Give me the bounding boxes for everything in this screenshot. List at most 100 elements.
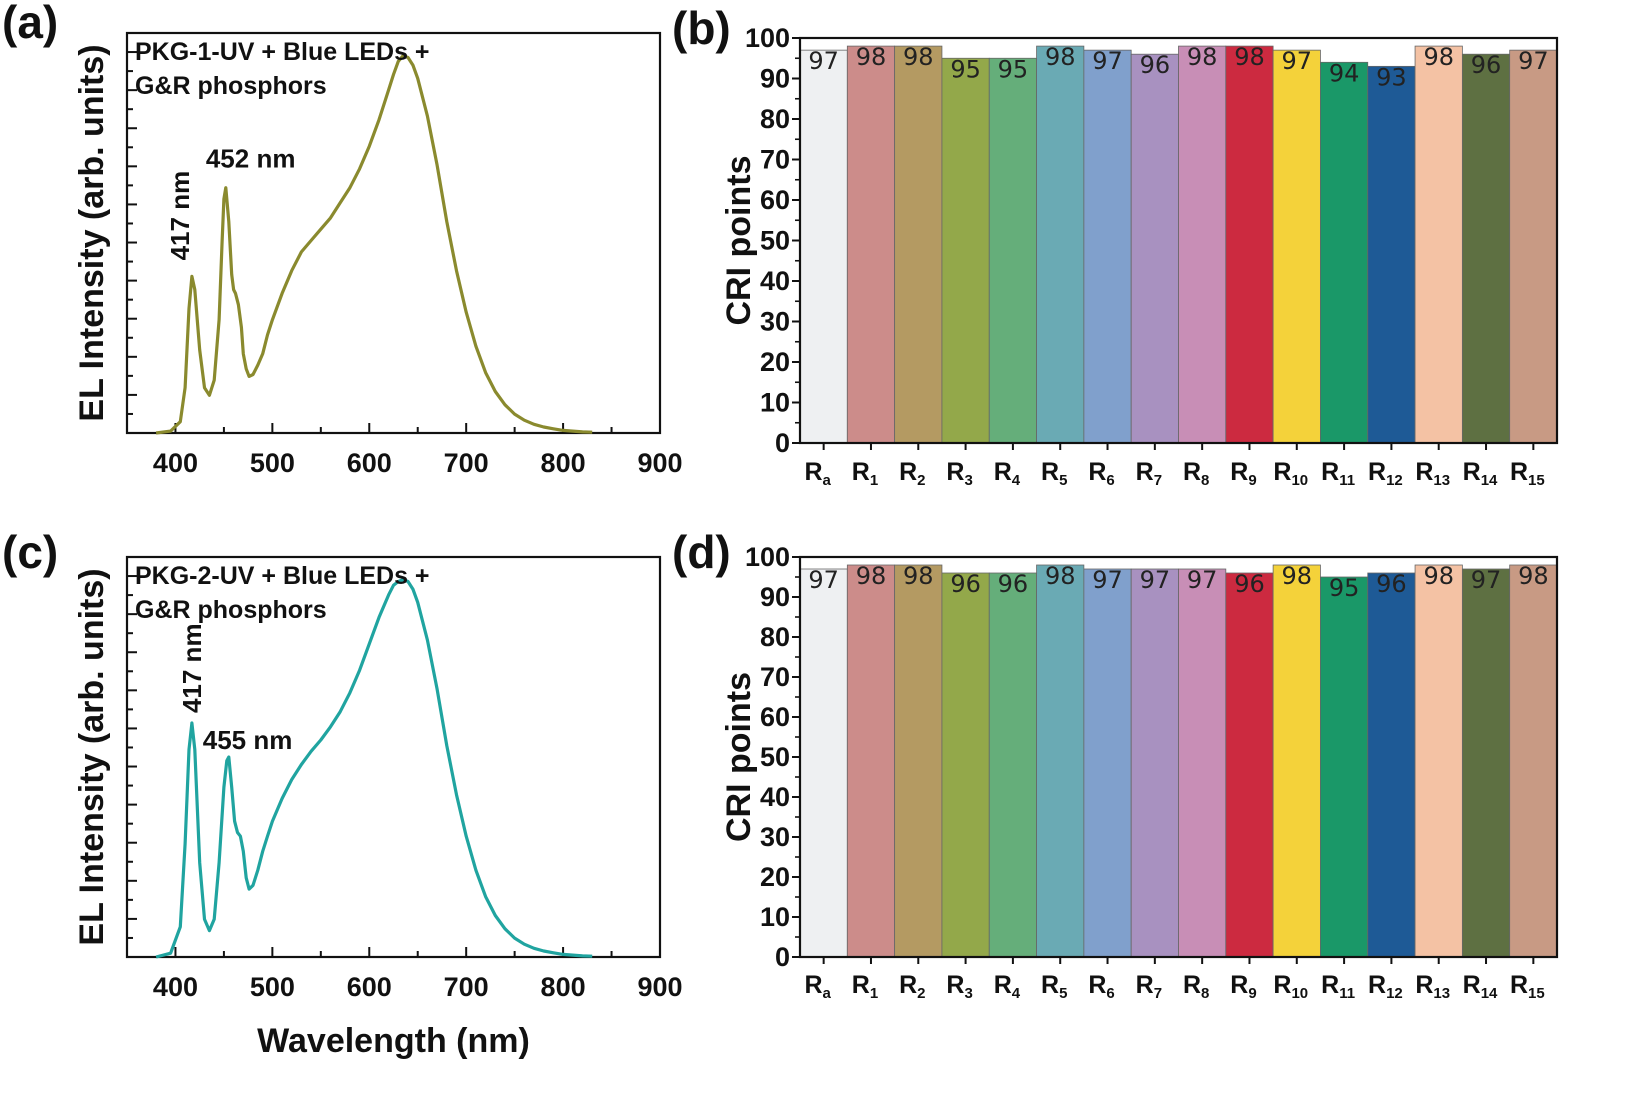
category-label: R5	[1041, 458, 1067, 489]
y-tick-label: 70	[760, 145, 790, 175]
data-label: 94	[1329, 59, 1360, 87]
bar	[846, 564, 896, 958]
bar	[1272, 564, 1321, 958]
peak-label: 455 nm	[203, 725, 293, 755]
y-tick-label: 50	[760, 226, 790, 256]
category-label: R10	[1273, 458, 1308, 489]
y-tick-label: 0	[775, 428, 790, 458]
bar	[1320, 576, 1369, 958]
y-tick-label: 10	[760, 902, 790, 932]
category-label: R3	[946, 971, 972, 1002]
bar	[1036, 45, 1085, 444]
y-tick-label: 90	[760, 64, 790, 94]
data-label: 97	[1187, 566, 1218, 594]
bar	[1036, 564, 1085, 958]
x-tick-label: 600	[347, 448, 392, 478]
x-tick-label: 400	[153, 448, 198, 478]
peak-label: 452 nm	[206, 144, 296, 174]
x-tick-label: 900	[637, 972, 682, 1002]
panel-letter: (a)	[2, 0, 58, 48]
bar	[1225, 45, 1274, 444]
data-label: 97	[808, 566, 839, 594]
y-tick-label: 30	[760, 822, 790, 852]
category-label: R12	[1368, 458, 1403, 489]
bar	[1509, 49, 1558, 444]
category-label: R2	[899, 971, 925, 1002]
category-label: R5	[1041, 971, 1067, 1002]
category-label: Ra	[804, 971, 831, 1002]
x-tick-label: 800	[541, 448, 586, 478]
category-label: R10	[1273, 971, 1308, 1002]
panel-a: (a) EL Intensity (arb. units) 400 500 600 700…	[2, 0, 683, 478]
category-label: R12	[1368, 971, 1403, 1002]
data-label: 96	[1471, 51, 1502, 79]
bar	[1130, 568, 1179, 958]
category-label: R2	[899, 458, 925, 489]
series-line	[155, 54, 593, 435]
y-tick-label: 80	[760, 104, 790, 134]
data-label: 98	[903, 43, 934, 71]
y-axis-label: EL Intensity (arb. units)	[73, 568, 111, 945]
data-label: 98	[856, 43, 887, 71]
data-label: 97	[1092, 566, 1123, 594]
category-label: R15	[1510, 971, 1545, 1002]
bar	[1461, 53, 1511, 444]
category-label: R11	[1321, 458, 1355, 489]
y-tick-label: 50	[760, 742, 790, 772]
bar	[799, 568, 848, 958]
category-label: R6	[1088, 971, 1114, 1002]
y-tick-label: 30	[760, 307, 790, 337]
category-label: R8	[1183, 458, 1209, 489]
category-label: R8	[1183, 971, 1209, 1002]
data-label: 95	[1329, 574, 1360, 602]
category-label: R11	[1321, 971, 1355, 1002]
bar	[1225, 572, 1274, 958]
bar	[1083, 49, 1132, 444]
x-tick-label: 700	[444, 448, 489, 478]
data-label: 98	[1045, 43, 1076, 71]
bar	[941, 572, 990, 958]
data-label: 98	[1518, 562, 1549, 590]
y-tick-label: 0	[775, 942, 790, 972]
bar	[1178, 568, 1227, 958]
category-label: R9	[1230, 458, 1256, 489]
peak-label: 417 nm	[177, 623, 207, 713]
panel-c: (c) EL Intensity (arb. units) 400 500 600 700…	[2, 526, 683, 1060]
data-label: 95	[950, 55, 981, 83]
bar	[1509, 564, 1558, 958]
bar	[941, 57, 990, 444]
panel-letter: (d)	[672, 526, 731, 578]
category-label: R3	[946, 458, 972, 489]
data-label: 93	[1376, 63, 1407, 91]
bar	[1320, 61, 1369, 444]
y-tick-label: 20	[760, 862, 790, 892]
data-label: 95	[998, 55, 1029, 83]
y-tick-label: 70	[760, 662, 790, 692]
legend-text: G&R phosphors	[135, 72, 327, 100]
category-label: R4	[994, 971, 1021, 1002]
data-label: 98	[1045, 562, 1076, 590]
plot-frame	[125, 555, 662, 959]
legend-text: G&R phosphors	[135, 596, 327, 624]
x-tick-label: 400	[153, 972, 198, 1002]
bar	[846, 45, 896, 444]
data-label: 98	[1187, 43, 1218, 71]
category-label: R13	[1415, 458, 1450, 489]
y-tick-label: 20	[760, 347, 790, 377]
bar	[1414, 564, 1463, 958]
category-label: Ra	[804, 458, 831, 489]
y-tick-label: 10	[760, 388, 790, 418]
data-label: 97	[1092, 47, 1123, 75]
plot-frame	[125, 31, 662, 435]
data-label: 98	[1234, 43, 1265, 71]
legend-text: PKG-1-UV + Blue LEDs +	[135, 38, 430, 66]
y-tick-label: 90	[760, 582, 790, 612]
category-label: R14	[1463, 458, 1498, 489]
data-label: 96	[1376, 570, 1407, 598]
category-label: R1	[852, 458, 878, 489]
data-label: 98	[856, 562, 887, 590]
peak-label: 417 nm	[165, 171, 195, 261]
panel-d: (d) CRI points 0 10 20 30 40 50 60 70 80 90 100 97 98 9…	[672, 526, 1559, 1002]
category-label: R13	[1415, 971, 1450, 1002]
